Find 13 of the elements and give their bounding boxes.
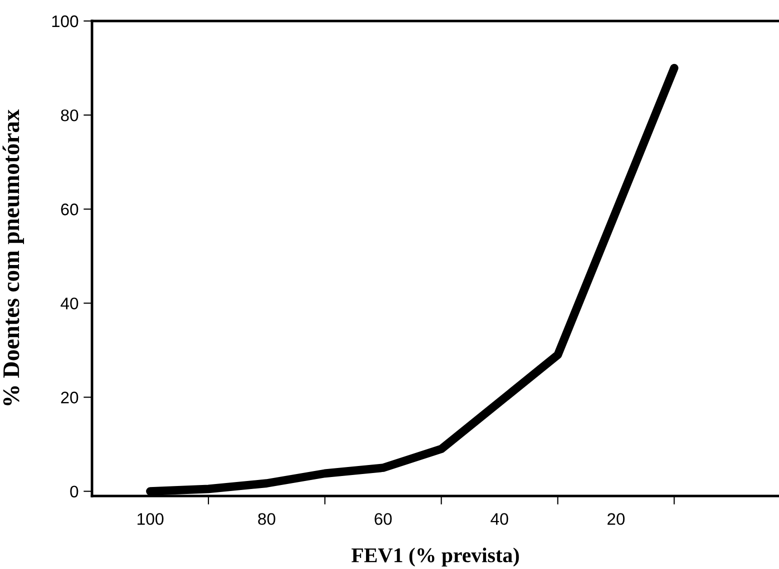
x-tick-label: 60 (374, 513, 392, 525)
x-tick-label: 20 (608, 513, 625, 525)
x-axis-title: FEV1 (% prevista) (352, 548, 519, 567)
y-tick-label: 100 (52, 15, 78, 28)
y-axis-title: % Doentes com pneumotórax (2, 109, 24, 406)
y-tick-label: 20 (61, 392, 78, 404)
y-tick-label: 0 (70, 486, 78, 498)
y-tick-label: 60 (61, 204, 78, 216)
y-tick-label: 40 (60, 298, 78, 310)
y-tick-label: 80 (60, 109, 78, 122)
x-tick-label: 100 (138, 513, 164, 525)
x-tick-label: 40 (490, 513, 508, 525)
x-tick-label: 80 (258, 513, 276, 525)
